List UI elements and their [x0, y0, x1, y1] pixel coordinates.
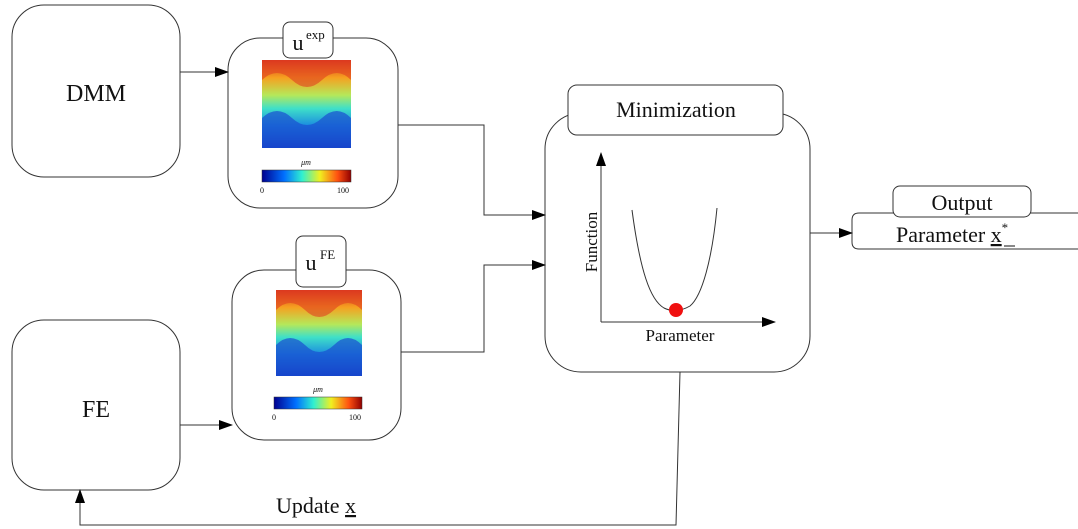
colorbar-max: 100 [337, 186, 349, 195]
colorbar [261, 169, 352, 183]
dmm-label: DMM [66, 81, 126, 107]
colorbar [273, 396, 363, 410]
output-superscript: * [1002, 220, 1009, 235]
output-text: Parameter [896, 222, 986, 247]
output-label: Parameter x* [896, 220, 1008, 247]
colorbar-min: 0 [272, 413, 276, 422]
field-label: u [293, 30, 304, 55]
fe-label: FE [82, 397, 110, 423]
dmm-box [11, 4, 181, 178]
colorbar-max: 100 [349, 413, 361, 422]
feedback-label: Update x [276, 493, 356, 518]
feedback-variable: x [345, 493, 356, 518]
y-axis-label: Function [582, 211, 601, 272]
colorbar-unit: μm [300, 158, 311, 167]
heatmap [276, 290, 362, 376]
output-title: Output [931, 190, 992, 215]
x-axis-label: Parameter [646, 326, 715, 345]
colorbar-min: 0 [260, 186, 264, 195]
heatmap [262, 60, 351, 148]
field-title-box [282, 21, 334, 59]
fe-box [11, 319, 181, 491]
minimum-point [669, 303, 683, 317]
field-label: u [306, 250, 317, 275]
minimization-title-box [567, 84, 784, 136]
output-title-box [892, 185, 1032, 218]
field-superscript: FE [320, 247, 335, 262]
arrow [401, 260, 546, 353]
feedback-arrow [75, 371, 681, 526]
output-variable: x [991, 222, 1002, 247]
field-title-box [295, 235, 347, 288]
feedback-text: Update [276, 493, 340, 518]
minimization-title: Minimization [616, 97, 736, 122]
colorbar-unit: μm [312, 385, 323, 394]
field-superscript: exp [306, 27, 325, 42]
arrow [398, 124, 546, 220]
